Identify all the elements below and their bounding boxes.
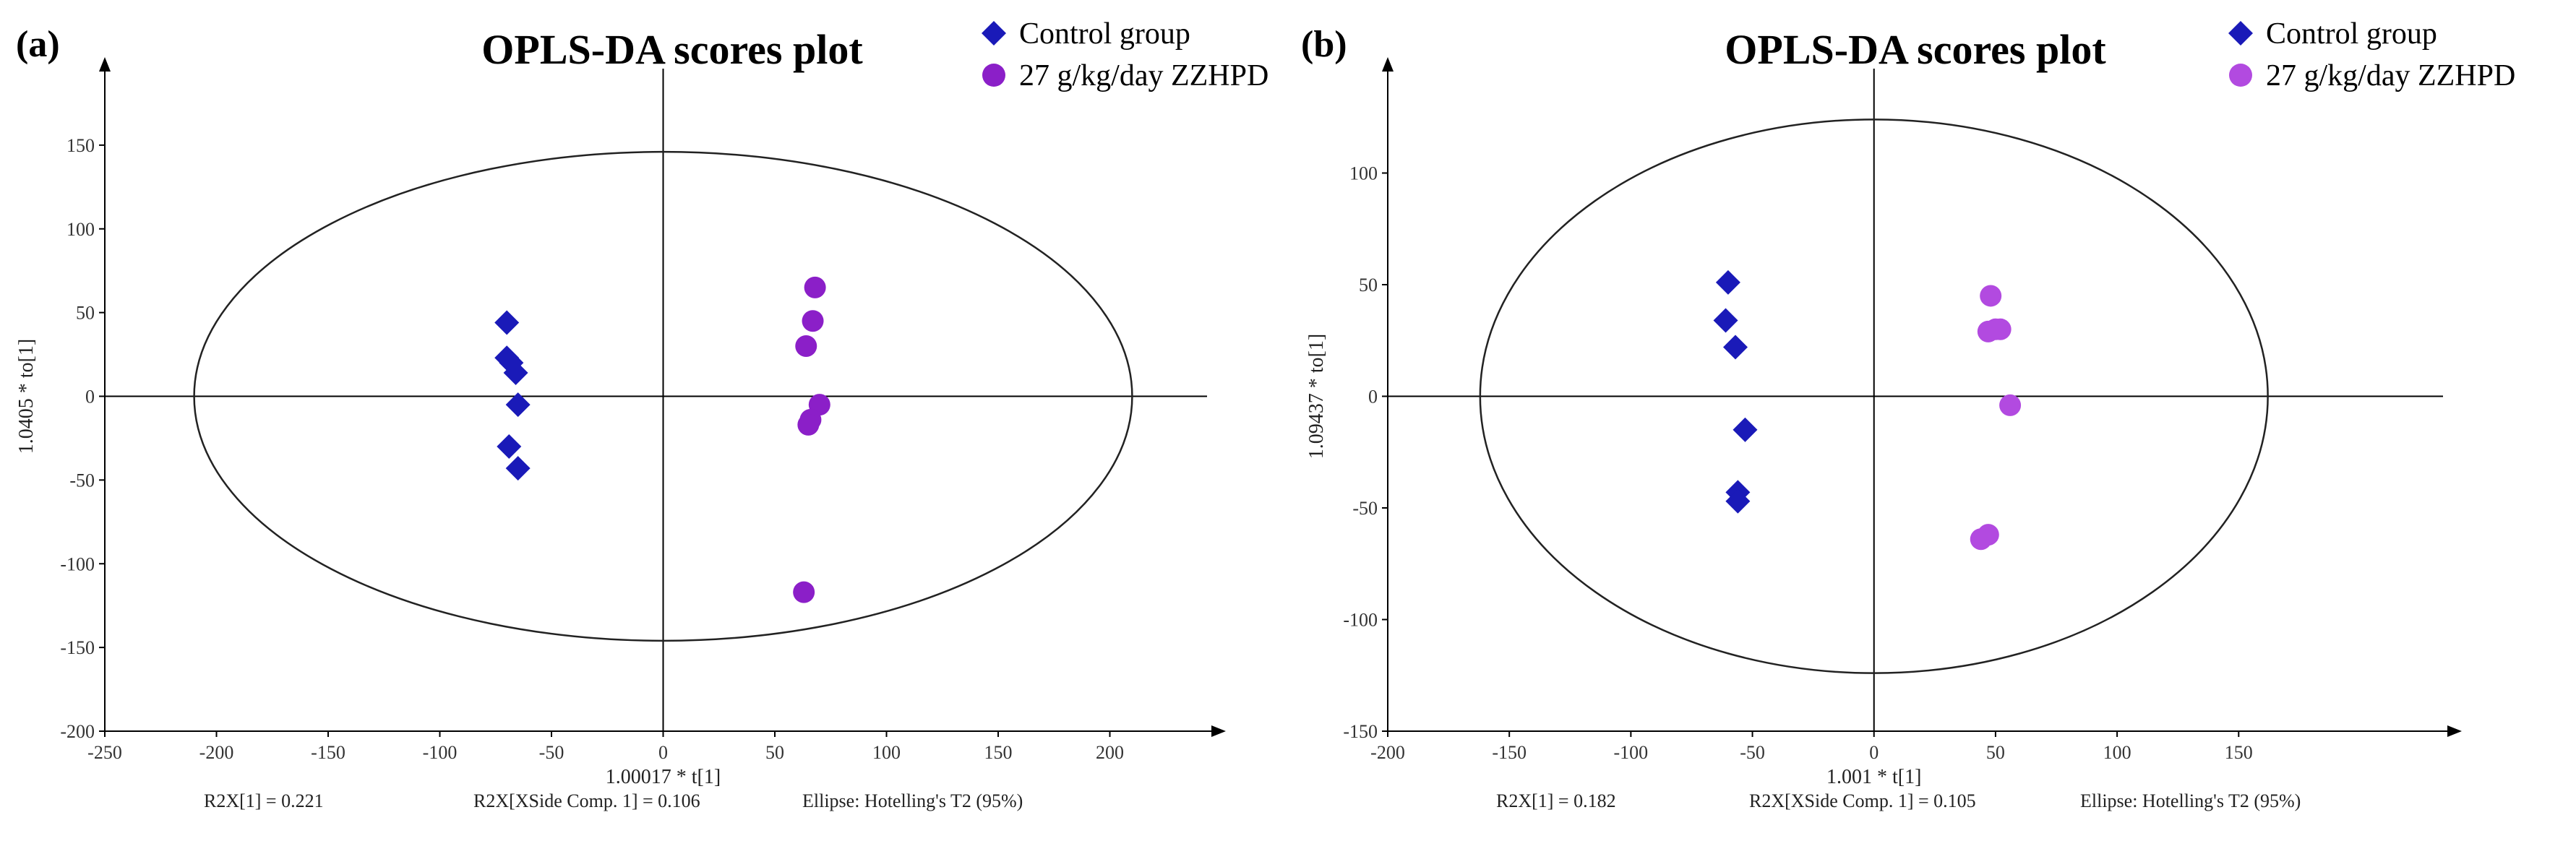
- legend-marker-zzhpd: [982, 64, 1005, 87]
- x-tick-label: 100: [872, 742, 901, 763]
- x-tick-label: -200: [199, 742, 234, 763]
- panel-a: (a) OPLS-DA scores plot -200 -150 -100 -50 0 50…: [15, 17, 1268, 811]
- data-point-control: [497, 434, 522, 460]
- x-axis-arrow-a: [1211, 725, 1226, 737]
- data-point-zzhpd: [1980, 285, 2002, 307]
- legend-label-control: Control group: [1019, 17, 1190, 51]
- y-tick-label: 100: [1349, 163, 1378, 184]
- x-axis-label-a: 1.00017 * t[1]: [606, 766, 721, 788]
- x-tick-label: 200: [1096, 742, 1124, 763]
- data-point-control: [1723, 335, 1748, 360]
- x-tick-label: -50: [1740, 742, 1765, 763]
- legend-marker-zzhpd: [2229, 64, 2252, 87]
- y-tick-label: 50: [76, 303, 95, 324]
- y-axis-label-b: 1.09437 * to[1]: [1305, 334, 1328, 459]
- data-point-zzhpd: [797, 413, 820, 436]
- x-tick-label: -250: [87, 742, 122, 763]
- legend-label-zzhpd: 27 g/kg/day ZZHPD: [2266, 59, 2515, 92]
- y-tick-label: -150: [60, 637, 95, 658]
- x-tick-label: 50: [1986, 742, 2005, 763]
- y-tick-label: -100: [1343, 610, 1378, 631]
- hotelling-ellipse-a: [193, 150, 1133, 642]
- data-point-zzhpd: [793, 581, 815, 603]
- chart-title-b: OPLS-DA scores plot: [1725, 26, 2106, 73]
- footer-r2x-side-a: R2X[XSide Comp. 1] = 0.106: [473, 790, 700, 811]
- hotelling-ellipse-b: [1479, 118, 2269, 674]
- footer-r2x-a: R2X[1] = 0.221: [204, 790, 324, 811]
- footer-r2x-b: R2X[1] = 0.182: [1496, 790, 1616, 811]
- x-axis-label-b: 1.001 * t[1]: [1826, 766, 1921, 788]
- data-point-zzhpd: [1970, 528, 1992, 551]
- data-point-control: [1733, 417, 1758, 442]
- data-point-zzhpd: [1989, 318, 2012, 340]
- x-tick-label: -200: [1370, 742, 1405, 763]
- y-axis-arrow-b: [1382, 57, 1394, 72]
- x-tick-label: 100: [2103, 742, 2131, 763]
- x-tick-label: 150: [984, 742, 1013, 763]
- y-tick-label: -50: [69, 470, 95, 491]
- data-point-zzhpd: [804, 276, 826, 298]
- data-point-zzhpd: [1999, 394, 2022, 416]
- data-point-control: [503, 361, 528, 386]
- data-point-control: [1715, 269, 1740, 295]
- y-tick-label: -100: [60, 553, 95, 574]
- legend-label-control: Control group: [2266, 17, 2437, 51]
- legend-marker-control: [982, 21, 1006, 46]
- x-tick-label: -150: [311, 742, 345, 763]
- panel-label-b: (b): [1301, 24, 1347, 65]
- data-point-control: [505, 392, 531, 418]
- y-tick-label: 50: [1359, 275, 1378, 296]
- legend-label-zzhpd: 27 g/kg/day ZZHPD: [1019, 59, 1268, 92]
- x-tick-label: -50: [539, 742, 564, 763]
- data-point-control: [499, 350, 524, 376]
- legend-marker-control: [2228, 21, 2253, 46]
- x-tick-label: -150: [1492, 742, 1527, 763]
- y-axis-label-a: 1.0405 * to[1]: [15, 339, 38, 454]
- x-tick-label: 150: [2225, 742, 2253, 763]
- y-tick-label: 0: [85, 387, 95, 407]
- x-tick-label: 0: [1869, 742, 1879, 763]
- y-axis-arrow-a: [99, 57, 111, 72]
- y-tick-label: 0: [1368, 387, 1378, 407]
- y-tick-label: -50: [1352, 498, 1378, 519]
- footer-ellipse-note-a: Ellipse: Hotelling's T2 (95%): [802, 790, 1023, 811]
- x-axis-arrow-b: [2447, 725, 2462, 737]
- y-tick-label: -200: [60, 721, 95, 742]
- data-point-control: [505, 456, 531, 481]
- data-point-zzhpd: [802, 310, 824, 332]
- panel-label-a: (a): [16, 24, 60, 65]
- footer-ellipse-note-b: Ellipse: Hotelling's T2 (95%): [2080, 790, 2301, 811]
- data-point-control: [1713, 308, 1738, 333]
- footer-r2x-side-b: R2X[XSide Comp. 1] = 0.105: [1749, 790, 1976, 811]
- data-point-zzhpd: [795, 335, 817, 357]
- data-point-control: [494, 310, 520, 335]
- panel-b: (b) OPLS-DA scores plot -150 -100 -50 0 50 100 -…: [1301, 17, 2515, 811]
- chart-title-a: OPLS-DA scores plot: [481, 26, 863, 73]
- x-tick-label: 50: [765, 742, 784, 763]
- x-tick-label: -100: [423, 742, 458, 763]
- x-tick-label: -100: [1614, 742, 1649, 763]
- data-point-control: [1725, 488, 1751, 514]
- y-tick-label: 150: [66, 135, 95, 156]
- y-tick-label: 100: [66, 219, 95, 240]
- y-tick-label: -150: [1343, 721, 1378, 742]
- x-tick-label: 0: [658, 742, 668, 763]
